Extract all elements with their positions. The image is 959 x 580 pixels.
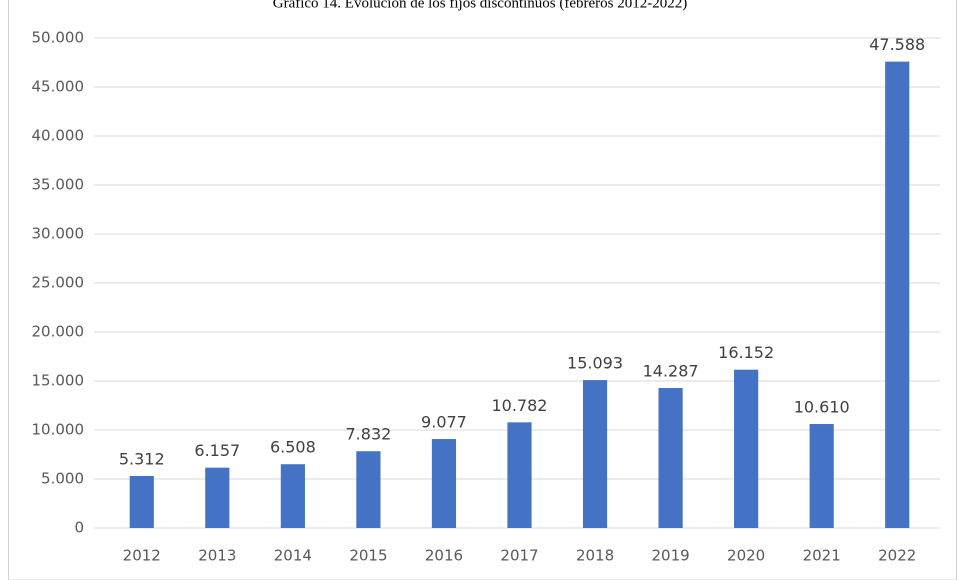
x-tick-label: 2020 [727, 547, 765, 565]
bar [507, 422, 532, 528]
value-label: 14.287 [643, 361, 699, 380]
bar [658, 387, 683, 528]
y-tick-label: 35.000 [32, 176, 85, 194]
x-tick-label: 2019 [651, 547, 689, 565]
value-label: 10.782 [492, 396, 548, 415]
bar [129, 475, 154, 528]
x-tick-label: 2013 [198, 547, 236, 565]
x-tick-label: 2016 [425, 547, 463, 565]
y-tick-label: 15.000 [32, 372, 85, 390]
value-label: 6.157 [194, 441, 240, 460]
x-tick-label: 2017 [500, 547, 538, 565]
bar [356, 451, 381, 528]
bar [280, 464, 305, 528]
x-tick-label: 2022 [878, 547, 916, 565]
value-label: 9.077 [421, 413, 467, 432]
y-tick-label: 25.000 [32, 274, 85, 292]
bar [582, 380, 608, 528]
value-label: 7.832 [346, 425, 392, 444]
value-label: 15.093 [567, 354, 623, 373]
y-tick-label: 50.000 [32, 29, 85, 47]
x-tick-label: 2012 [123, 547, 161, 565]
value-label: 10.610 [794, 398, 850, 417]
y-tick-label: 10.000 [32, 421, 85, 439]
y-tick-label: 45.000 [32, 78, 85, 96]
value-label: 5.312 [119, 449, 165, 468]
chart-title: Gráfico 14. Evolución de los fijos disco… [273, 0, 688, 11]
value-label: 16.152 [718, 343, 774, 362]
x-tick-label: 2014 [274, 547, 312, 565]
chart-frame [8, 0, 957, 580]
bar [431, 439, 457, 528]
y-tick-label: 30.000 [32, 225, 85, 243]
bar [809, 424, 834, 528]
y-tick-label: 20.000 [32, 323, 85, 341]
x-tick-label: 2015 [349, 547, 387, 565]
y-tick-label: 0 [74, 519, 84, 537]
y-tick-label: 40.000 [32, 127, 85, 145]
bar [205, 467, 230, 528]
bar [885, 61, 910, 528]
bar [734, 369, 759, 528]
value-label: 6.508 [270, 438, 316, 457]
x-tick-label: 2021 [803, 547, 841, 565]
value-label: 47.588 [869, 35, 925, 54]
x-tick-label: 2018 [576, 547, 614, 565]
y-tick-label: 5.000 [41, 470, 84, 488]
